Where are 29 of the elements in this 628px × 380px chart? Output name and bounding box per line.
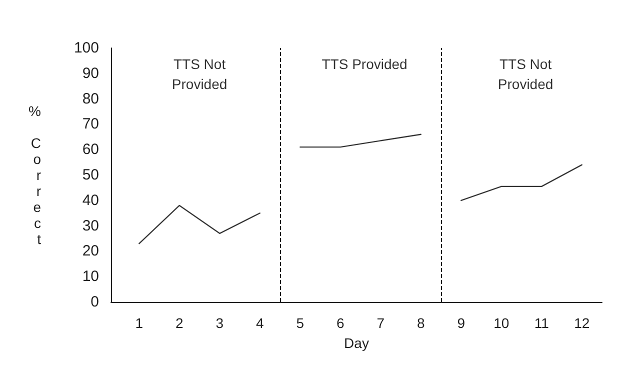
y-tick-label: 50 [82, 166, 99, 184]
x-tick-label: 12 [574, 315, 590, 331]
x-tick-label: 11 [534, 315, 550, 331]
y-tick-label: 60 [82, 141, 99, 158]
annotation: TTS Provided [322, 56, 408, 72]
x-tick-label: 2 [176, 315, 184, 331]
x-tick-label: 10 [494, 315, 510, 331]
x-tick-label: 5 [296, 315, 304, 331]
x-axis-title: Day [344, 335, 369, 351]
annotation: TTS Not Provided [172, 56, 228, 92]
y-tick-label: 100 [74, 40, 99, 56]
x-tick-label: 6 [336, 315, 345, 331]
y-tick-label: 10 [82, 268, 99, 286]
y-tick-label: 30 [82, 217, 99, 234]
y-tick-label: 90 [82, 64, 99, 82]
x-tick-label: 1 [135, 315, 144, 331]
x-tick-label: 9 [457, 315, 466, 331]
x-tick-label: 3 [216, 315, 224, 331]
y-tick-label: 80 [82, 90, 99, 108]
y-axis-title: % Correct [28, 103, 42, 247]
y-tick-label: 40 [82, 192, 99, 209]
x-tick-label: 4 [256, 315, 264, 331]
line-series [138, 204, 261, 244]
x-tick-label: 7 [376, 315, 385, 331]
y-tick-label: 20 [82, 242, 99, 260]
annotation: TTS Not Provided [498, 56, 554, 92]
x-tick-label: 8 [416, 315, 425, 331]
y-tick-label: 0 [90, 294, 99, 310]
y-tick-label: 70 [82, 116, 99, 133]
